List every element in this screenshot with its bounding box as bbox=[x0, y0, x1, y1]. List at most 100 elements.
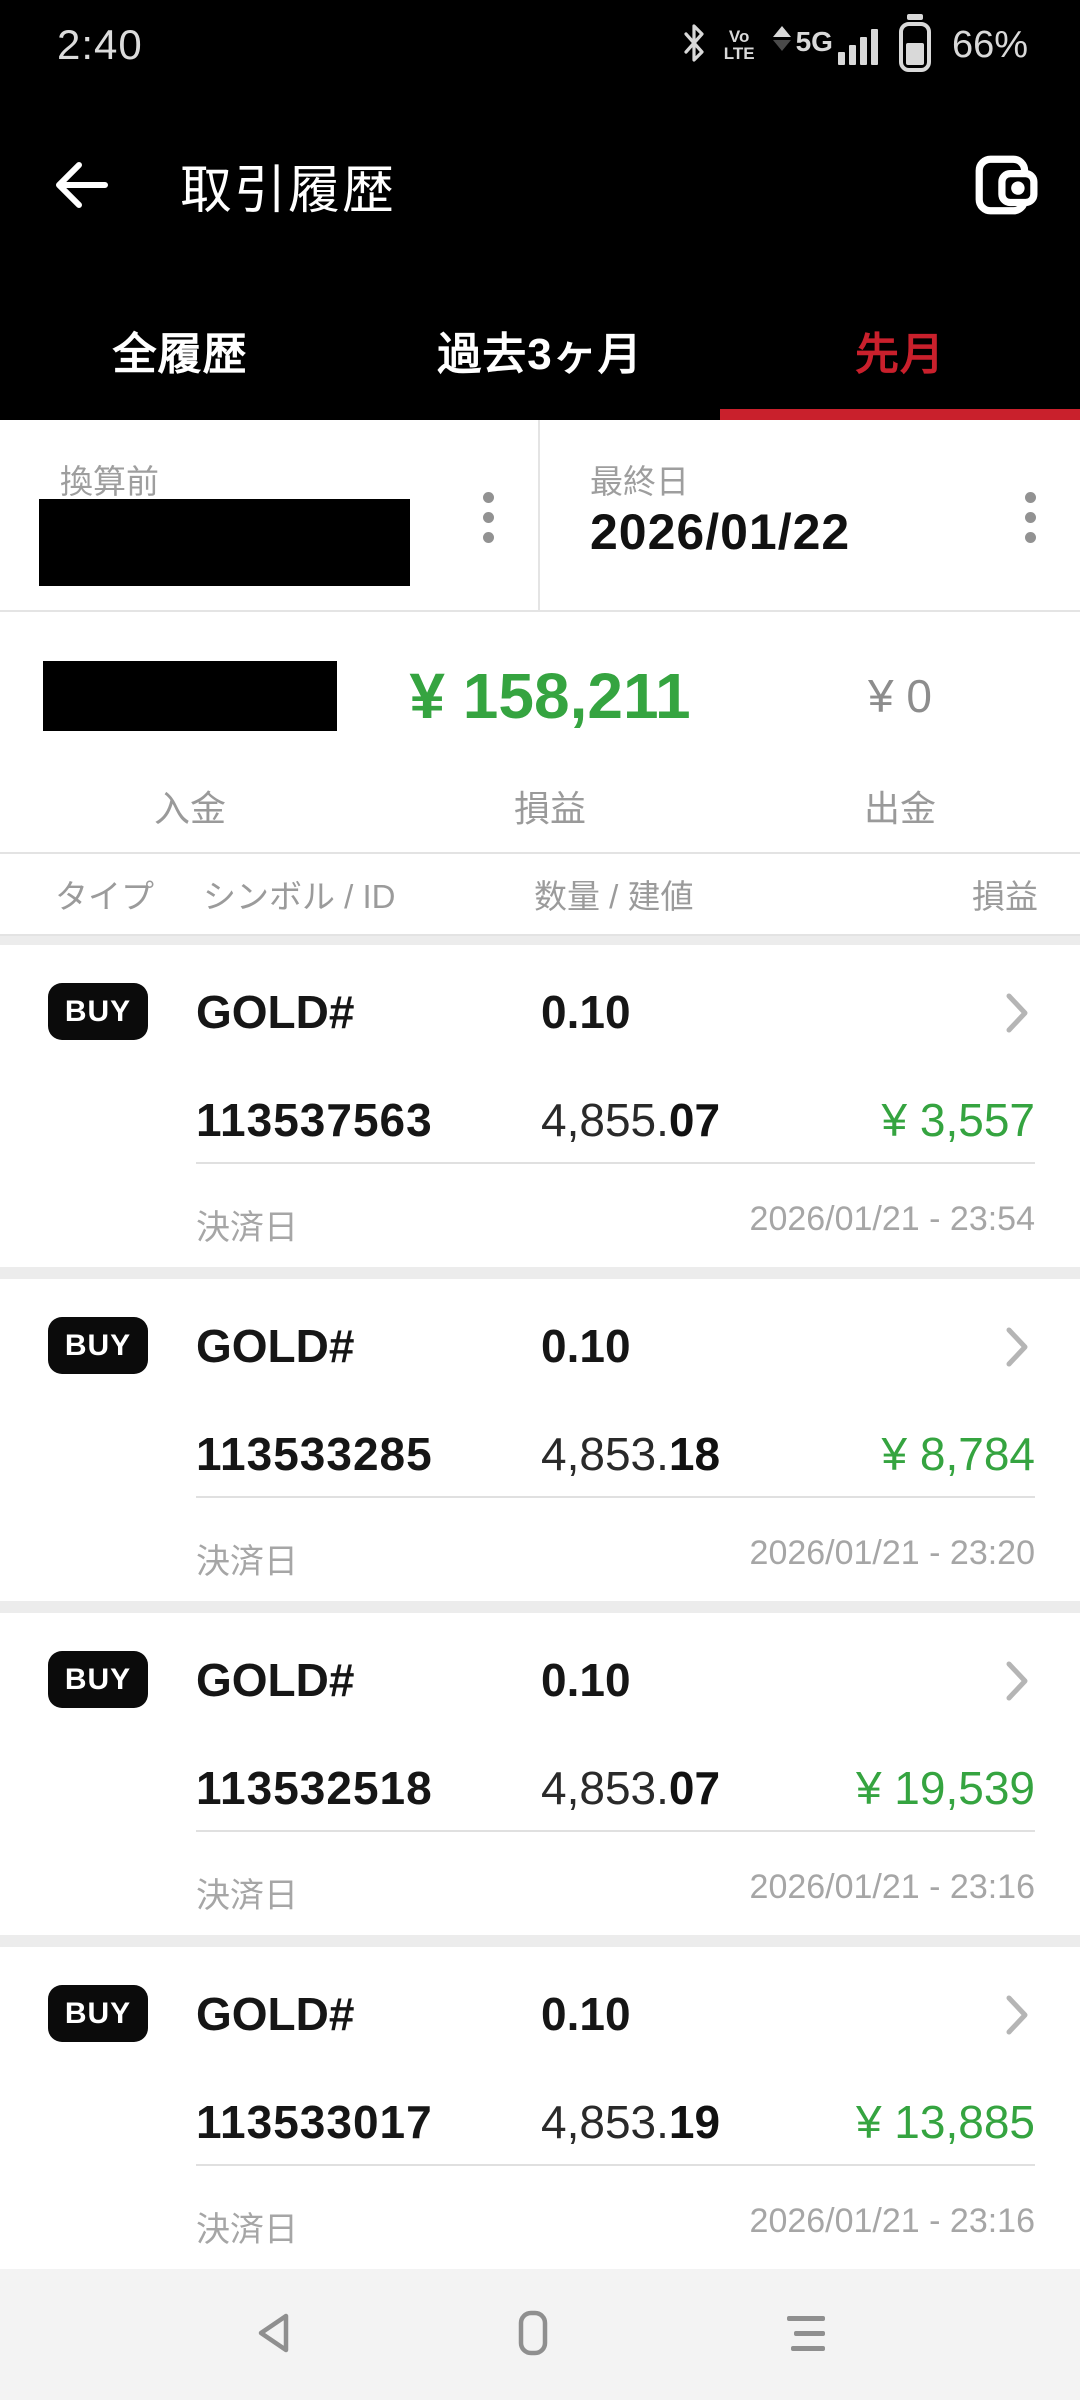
close-date-label: 決済日 bbox=[196, 1877, 298, 1915]
close-date-value: 2026/01/21 - 23:16 bbox=[749, 1868, 1035, 1906]
col-volume-price: 数量 / 建値 bbox=[534, 878, 694, 915]
trade-profit: ¥ 3,557 bbox=[881, 1094, 1035, 1146]
withdrawal-value: ¥ 0 bbox=[868, 670, 932, 722]
trade-price: 4,855.07 bbox=[541, 1094, 721, 1146]
trade-symbol: GOLD# bbox=[196, 1988, 355, 2040]
trade-id: 113533285 bbox=[196, 1428, 433, 1480]
divider bbox=[196, 1496, 1035, 1498]
signal-5g-icon: 5G bbox=[772, 25, 878, 65]
divider bbox=[196, 2164, 1035, 2166]
page-title: 取引履歴 bbox=[180, 161, 397, 220]
status-icons: Vo LTE 5G 66% bbox=[682, 13, 1028, 78]
network-type: 5G bbox=[795, 25, 833, 57]
history-tabs: 全履歴 過去3ヶ月 先月 bbox=[0, 280, 1080, 420]
active-tab-underline bbox=[720, 409, 1080, 420]
trade-symbol: GOLD# bbox=[196, 1320, 355, 1372]
trade-row[interactable]: BUY GOLD# 0.10 113533017 4,853.19 ¥ 13,8… bbox=[0, 1947, 1080, 2269]
back-button[interactable] bbox=[45, 150, 115, 220]
withdrawal-label: 出金 bbox=[863, 788, 936, 829]
tab-label: 全履歴 bbox=[112, 330, 248, 379]
trade-price: 4,853.07 bbox=[541, 1762, 721, 1814]
trade-profit: ¥ 13,885 bbox=[855, 2096, 1035, 2148]
tab-past-3-months[interactable]: 過去3ヶ月 bbox=[360, 280, 720, 420]
chevron-right-icon bbox=[1006, 1661, 1028, 1701]
nav-home-icon bbox=[518, 2310, 548, 2356]
tab-label: 先月 bbox=[855, 330, 945, 379]
divider bbox=[196, 1830, 1035, 1832]
trade-id: 113537563 bbox=[196, 1094, 433, 1146]
status-bar: 2:40 Vo LTE 5G 66% bbox=[0, 0, 1080, 90]
trade-id: 113533017 bbox=[196, 2096, 433, 2148]
trade-profit: ¥ 8,784 bbox=[881, 1428, 1035, 1480]
chevron-right-icon bbox=[1006, 1995, 1028, 2035]
table-header: タイプ シンボル / ID 数量 / 建値 損益 bbox=[0, 852, 1080, 936]
app-header: 取引履歴 bbox=[0, 90, 1080, 280]
wallet-button[interactable] bbox=[970, 150, 1040, 220]
data-arrows-icon bbox=[772, 25, 791, 51]
trade-volume: 0.10 bbox=[541, 1988, 631, 2040]
bluetooth-icon bbox=[682, 20, 706, 71]
trade-volume: 0.10 bbox=[541, 1320, 631, 1372]
date-selector[interactable]: 最終日 2026/01/22 bbox=[540, 420, 1080, 610]
close-date-label: 決済日 bbox=[196, 1209, 298, 1247]
nav-back-icon bbox=[258, 2313, 289, 2353]
divider bbox=[196, 1162, 1035, 1164]
nav-back-button[interactable] bbox=[245, 2305, 301, 2361]
col-symbol-id: シンボル / ID bbox=[203, 878, 396, 915]
deposit-label: 入金 bbox=[153, 788, 226, 829]
col-profit: 損益 bbox=[972, 878, 1038, 915]
close-date-value: 2026/01/21 - 23:20 bbox=[749, 1534, 1035, 1572]
summary-profit: ¥ 158,211 損益 bbox=[380, 612, 720, 852]
trade-id: 113532518 bbox=[196, 1762, 433, 1814]
close-date-value: 2026/01/21 - 23:54 bbox=[749, 1200, 1035, 1238]
trade-row[interactable]: BUY GOLD# 0.10 113537563 4,855.07 ¥ 3,55… bbox=[0, 945, 1080, 1267]
trade-side-badge: BUY bbox=[48, 1985, 148, 2042]
chevron-right-icon bbox=[1006, 993, 1028, 1033]
trade-price: 4,853.18 bbox=[541, 1428, 721, 1480]
account-menu-button[interactable] bbox=[481, 492, 495, 543]
account-label: 換算前 bbox=[60, 463, 159, 500]
trade-price: 4,853.19 bbox=[541, 2096, 721, 2148]
battery-icon bbox=[896, 13, 934, 78]
nav-recents-button[interactable] bbox=[778, 2305, 834, 2361]
trade-list: BUY GOLD# 0.10 113537563 4,855.07 ¥ 3,55… bbox=[0, 936, 1080, 2269]
nav-recents-icon bbox=[787, 2315, 825, 2351]
close-date-value: 2026/01/21 - 23:16 bbox=[749, 2202, 1035, 2240]
redacted-deposit-value bbox=[43, 661, 337, 731]
android-nav-bar bbox=[0, 2269, 1080, 2400]
volte-icon: Vo LTE bbox=[723, 27, 755, 63]
trade-side-badge: BUY bbox=[48, 983, 148, 1040]
nav-home-button[interactable] bbox=[505, 2305, 561, 2361]
trade-symbol: GOLD# bbox=[196, 1654, 355, 1706]
col-type: タイプ bbox=[55, 878, 154, 915]
last-day-label: 最終日 bbox=[590, 463, 689, 500]
profit-total-value: ¥ 158,211 bbox=[409, 660, 691, 732]
redacted-account-value bbox=[39, 499, 410, 586]
tab-all-history[interactable]: 全履歴 bbox=[0, 280, 360, 420]
summary-deposit: 入金 bbox=[0, 612, 380, 852]
tab-last-month[interactable]: 先月 bbox=[720, 280, 1080, 420]
date-menu-button[interactable] bbox=[1023, 492, 1037, 543]
profit-label: 損益 bbox=[513, 788, 586, 829]
signal-bars-icon bbox=[837, 28, 878, 65]
trade-symbol: GOLD# bbox=[196, 986, 355, 1038]
close-date-label: 決済日 bbox=[196, 2211, 298, 2249]
trade-volume: 0.10 bbox=[541, 1654, 631, 1706]
wallet-icon bbox=[975, 155, 1038, 215]
tab-label: 過去3ヶ月 bbox=[437, 330, 643, 379]
back-arrow-icon bbox=[56, 162, 108, 208]
chevron-right-icon bbox=[1006, 1327, 1028, 1367]
clock: 2:40 bbox=[57, 21, 143, 68]
close-date-label: 決済日 bbox=[196, 1543, 298, 1581]
trade-row[interactable]: BUY GOLD# 0.10 113532518 4,853.07 ¥ 19,5… bbox=[0, 1613, 1080, 1935]
trade-volume: 0.10 bbox=[541, 986, 631, 1038]
trade-side-badge: BUY bbox=[48, 1317, 148, 1374]
battery-percent: 66% bbox=[951, 23, 1028, 66]
summary-withdrawal: ¥ 0 出金 bbox=[720, 612, 1080, 852]
account-selector[interactable]: 換算前 bbox=[0, 420, 540, 610]
trade-row[interactable]: BUY GOLD# 0.10 113533285 4,853.18 ¥ 8,78… bbox=[0, 1279, 1080, 1601]
summary-row: 入金 ¥ 158,211 損益 ¥ 0 出金 bbox=[0, 612, 1080, 852]
trade-profit: ¥ 19,539 bbox=[855, 1762, 1035, 1814]
filter-row: 換算前 最終日 2026/01/22 bbox=[0, 420, 1080, 612]
